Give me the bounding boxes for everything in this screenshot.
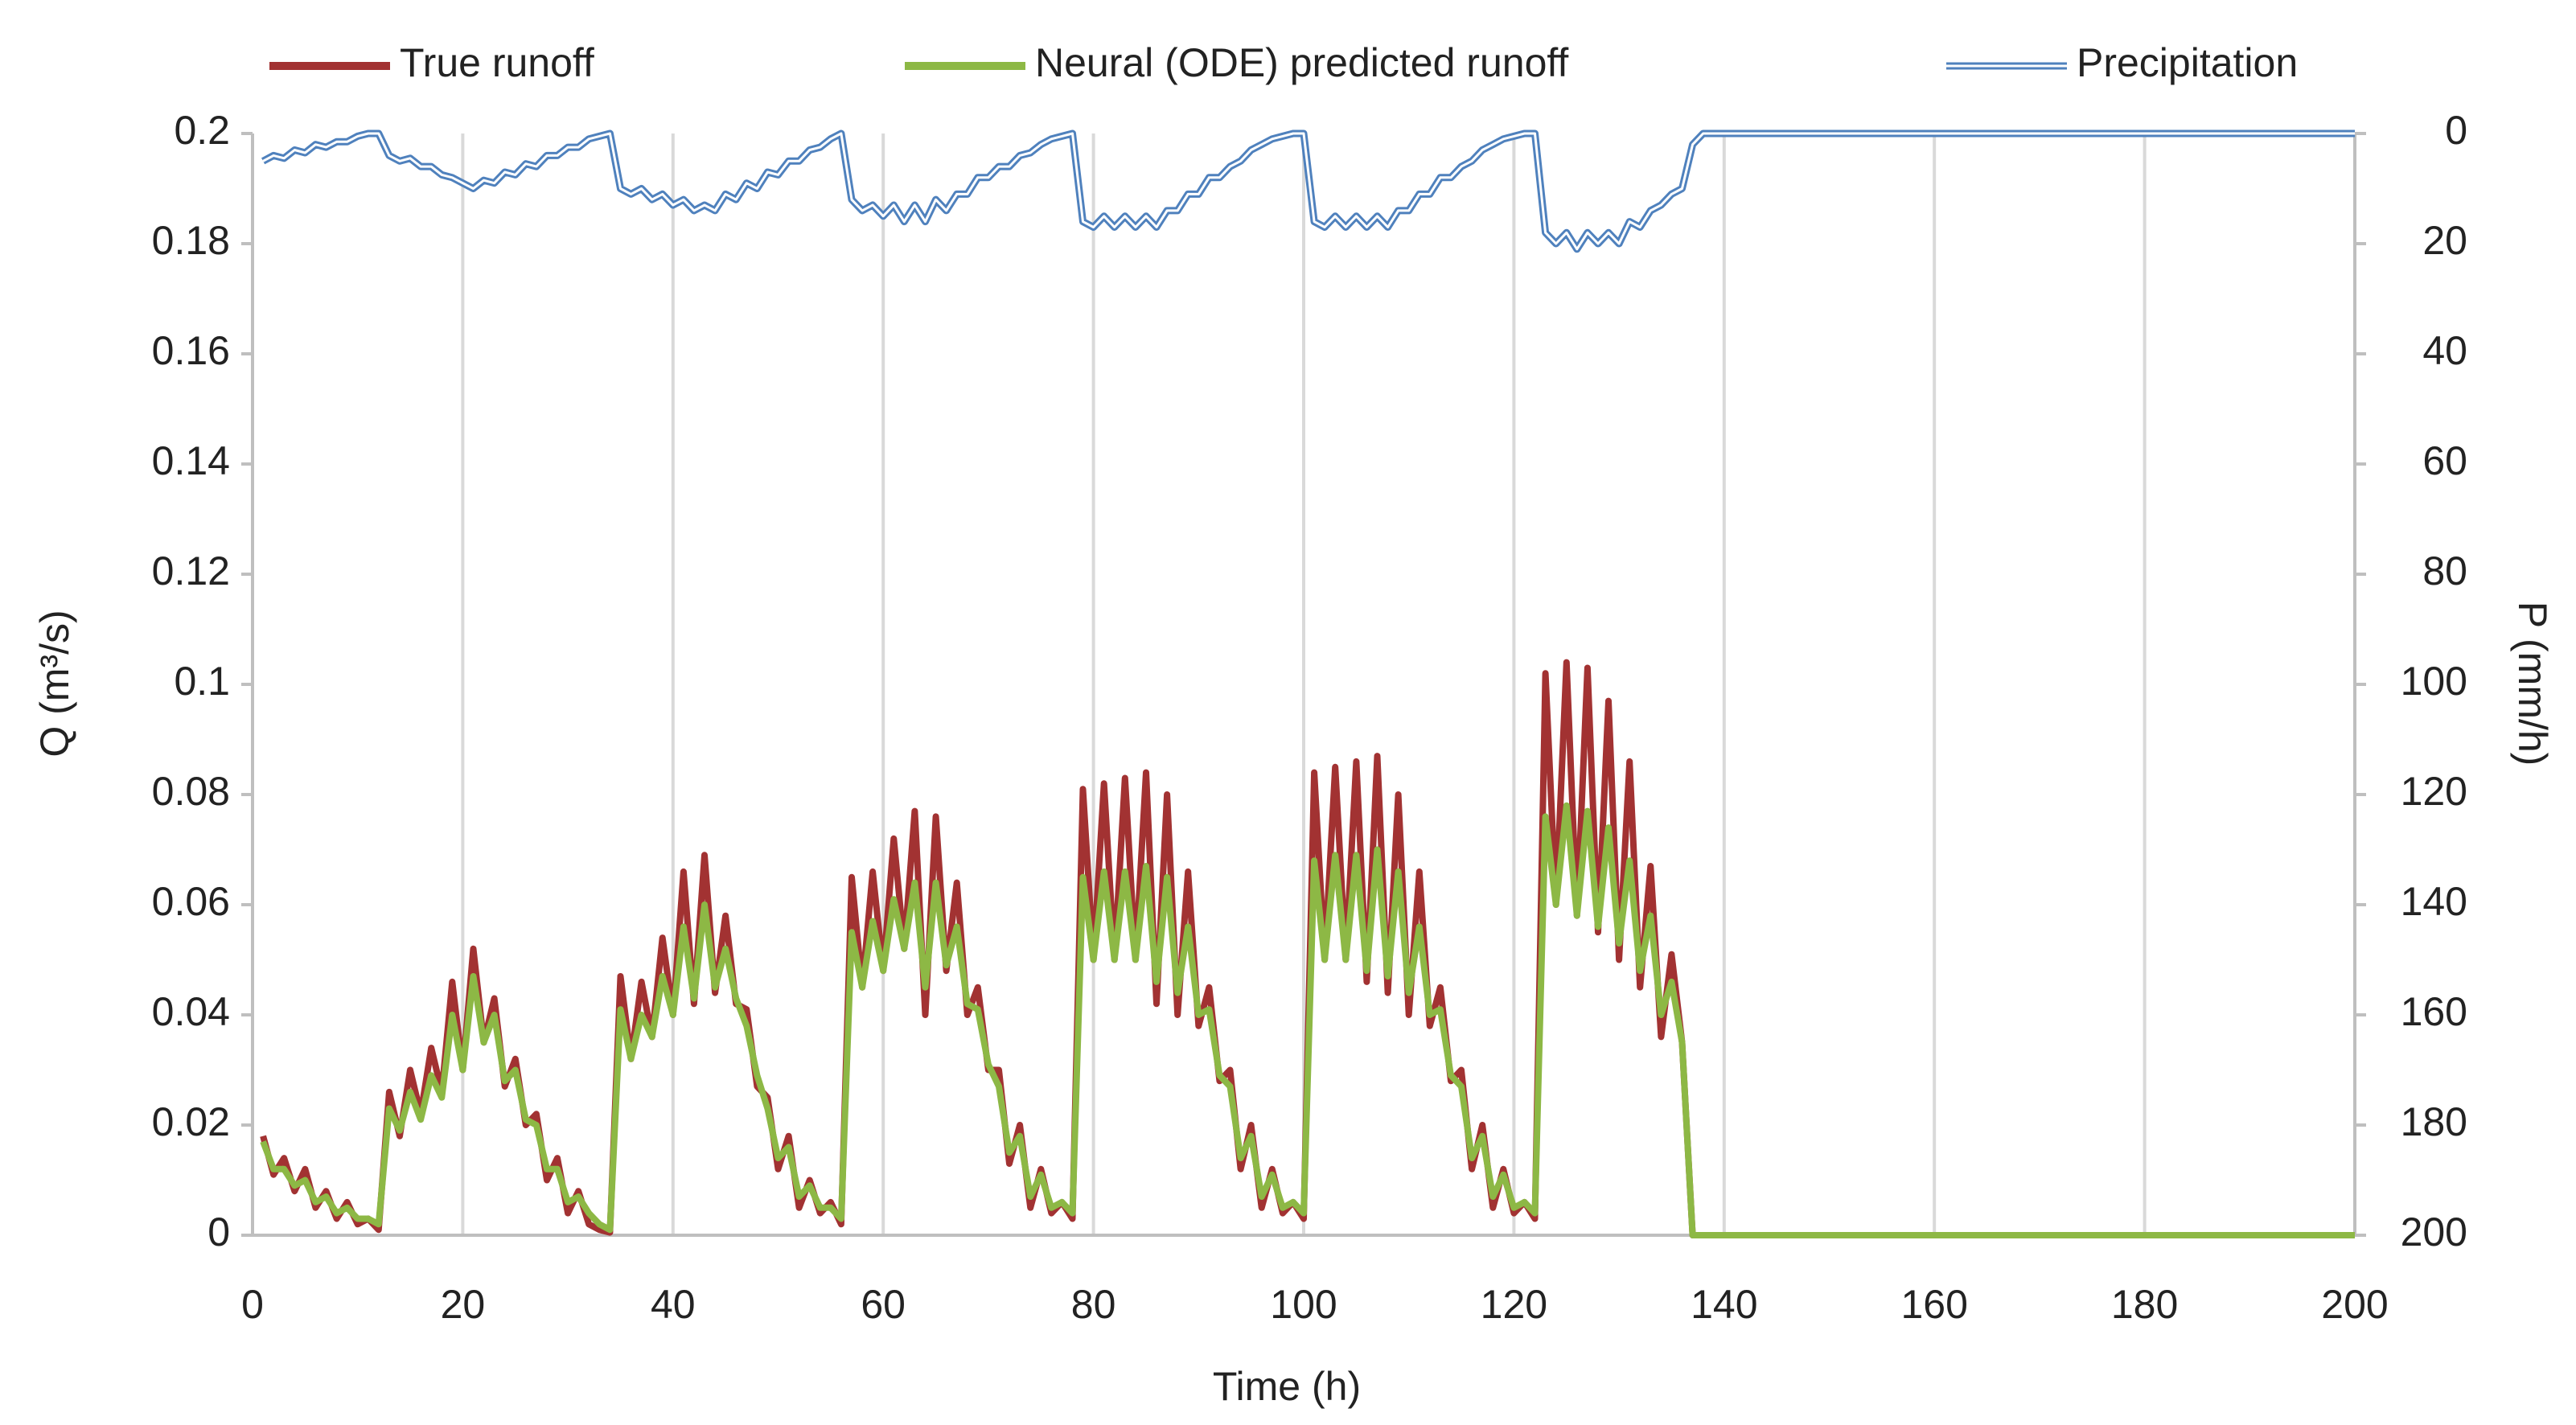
- y-tick-label: 0.08: [152, 769, 230, 814]
- runoff-line: [260, 802, 2355, 1238]
- x-tick-label: 80: [1071, 1282, 1116, 1327]
- x-tick-label: 140: [1691, 1282, 1757, 1327]
- y2-tick-label: 40: [2422, 328, 2467, 373]
- y-tick-label: 0.2: [174, 108, 230, 153]
- y2-tick-label: 100: [2401, 659, 2467, 704]
- y-tick-label: 0.16: [152, 328, 230, 373]
- y-tick-label: 0.06: [152, 879, 230, 924]
- y2-tick-label: 160: [2401, 989, 2467, 1034]
- x-tick-label: 0: [241, 1282, 264, 1327]
- legend-label: True runoff: [400, 40, 594, 85]
- y-axis-title: Q (m³/s): [32, 610, 77, 757]
- y2-tick-label: 180: [2401, 1099, 2467, 1144]
- x-tick-label: 100: [1270, 1282, 1337, 1327]
- y-tick-label: 0.02: [152, 1099, 230, 1144]
- y2-tick-label: 140: [2401, 879, 2467, 924]
- y2-tick-label: 120: [2401, 769, 2467, 814]
- legend-label: Neural (ODE) predicted runoff: [1035, 40, 1568, 85]
- x-tick-label: 60: [861, 1282, 906, 1327]
- y2-tick-label: 80: [2422, 548, 2467, 593]
- y-tick-label: 0.04: [152, 989, 230, 1034]
- x-tick-label: 180: [2111, 1282, 2178, 1327]
- y2-tick-label: 20: [2422, 218, 2467, 263]
- y-tick-label: 0.1: [174, 659, 230, 704]
- y-tick-label: 0.14: [152, 438, 230, 483]
- y2-tick-label: 0: [2445, 108, 2467, 153]
- precip-line: [261, 129, 2355, 253]
- y2-tick-label: 200: [2401, 1209, 2467, 1255]
- y2-axis-title: P (mm/h): [2510, 602, 2555, 766]
- y-tick-label: 0: [207, 1209, 230, 1255]
- x-tick-label: 20: [441, 1282, 486, 1327]
- precip-line-inner: [262, 132, 2355, 251]
- legend-label: Precipitation: [2077, 40, 2298, 85]
- y-tick-label: 0.18: [152, 218, 230, 263]
- x-tick-label: 160: [1900, 1282, 1967, 1327]
- x-tick-label: 200: [2321, 1282, 2388, 1327]
- y2-tick-label: 60: [2422, 438, 2467, 483]
- x-axis-title: Time (h): [1213, 1364, 1361, 1409]
- x-tick-label: 40: [651, 1282, 696, 1327]
- x-tick-label: 120: [1481, 1282, 1547, 1327]
- y-tick-label: 0.12: [152, 548, 230, 593]
